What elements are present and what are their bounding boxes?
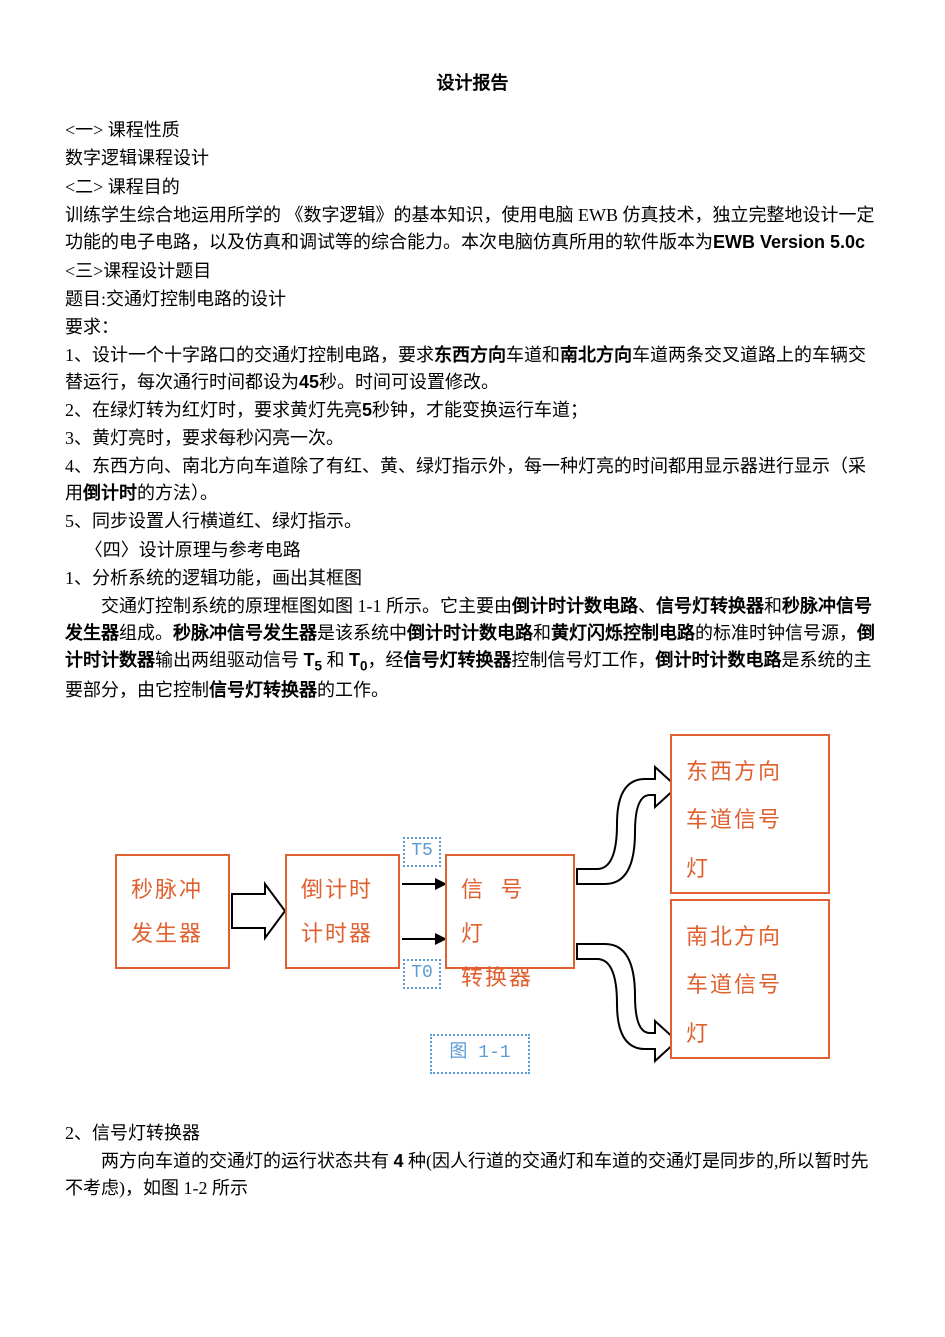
node-ns-l2: 车道信号 bbox=[686, 961, 814, 1009]
node-ns-l1: 南北方向 bbox=[686, 913, 814, 961]
s4p-u: 控制信号灯工作， bbox=[512, 650, 656, 670]
node-countdown-timer: 倒计时 计时器 bbox=[285, 854, 400, 969]
s4p-l: 黄灯闪烁控制电路 bbox=[551, 623, 695, 643]
s4p-o: 输出两组驱动信号 bbox=[155, 650, 304, 670]
node-signal-converter: 信 号 灯 转换器 bbox=[445, 854, 575, 969]
section-3-head: <三>课程设计题目 bbox=[65, 258, 880, 285]
s4p-p: T bbox=[304, 650, 315, 670]
node-pulse-generator: 秒脉冲 发生器 bbox=[115, 854, 230, 969]
s4-2-paragraph: 两方向车道的交通灯的运行状态共有 4 种(因人行道的交通灯和车道的交通灯是同步的… bbox=[65, 1148, 880, 1202]
req-5: 5、同步设置人行横道红、绿灯指示。 bbox=[65, 508, 880, 535]
node-conv-l1: 信 号 灯 bbox=[461, 868, 559, 956]
section-2-head: <二> 课程目的 bbox=[65, 174, 880, 201]
s4p-k: 和 bbox=[533, 623, 551, 643]
s4p-m: 的标准时钟信号源， bbox=[695, 623, 857, 643]
req2-b: 5 bbox=[362, 400, 372, 420]
s4p-q: 和 bbox=[322, 650, 349, 670]
section-1-body: 数字逻辑课程设计 bbox=[65, 145, 880, 172]
figure-label: 图 1-1 bbox=[430, 1034, 530, 1074]
s4p-r0: 0 bbox=[360, 659, 368, 674]
req-3: 3、黄灯亮时，要求每秒闪亮一次。 bbox=[65, 425, 880, 452]
req2-a: 2、在绿灯转为红灯时，要求黄灯先亮 bbox=[65, 400, 362, 420]
node-timer-l2: 计时器 bbox=[301, 912, 384, 956]
req2-c: 秒钟，才能变换运行车道； bbox=[372, 400, 588, 420]
section-1-head: <一> 课程性质 bbox=[65, 117, 880, 144]
s4p-p5: 5 bbox=[315, 659, 323, 674]
s4p-j: 倒计时计数电路 bbox=[407, 623, 533, 643]
s4p-h: 秒脉冲信号发生器 bbox=[173, 623, 317, 643]
node-ew-signal: 东西方向 车道信号 灯 bbox=[670, 734, 830, 894]
section-2-body: 训练学生综合地运用所学的 《数字逻辑》的基本知识，使用电脑 EWB 仿真技术，独… bbox=[65, 202, 880, 256]
req4-c: 的方法）。 bbox=[137, 483, 218, 503]
s2-bold: EWB Version 5.0c bbox=[713, 232, 865, 252]
node-timer-l1: 倒计时 bbox=[301, 868, 384, 912]
node-pulse-l1: 秒脉冲 bbox=[131, 868, 214, 912]
s4-2: 2、信号灯转换器 bbox=[65, 1120, 880, 1147]
s4p-d: 信号灯转换器 bbox=[656, 596, 764, 616]
node-conv-l2: 转换器 bbox=[461, 956, 559, 1000]
s4p-b: 倒计时计数电路 bbox=[512, 596, 638, 616]
s4p-a: 交通灯控制系统的原理框图如图 1-1 所示。它主要由 bbox=[101, 596, 512, 616]
section-3-topic: 题目:交通灯控制电路的设计 bbox=[65, 286, 880, 313]
node-ns-l3: 灯 bbox=[686, 1010, 814, 1058]
node-pulse-l2: 发生器 bbox=[131, 912, 214, 956]
page-title: 设计报告 bbox=[65, 70, 880, 97]
s4p-g: 组成。 bbox=[119, 623, 173, 643]
s42p-a: 两方向车道的交通灯的运行状态共有 bbox=[101, 1151, 394, 1171]
s4p-s: ，经 bbox=[368, 650, 404, 670]
section-3-req: 要求： bbox=[65, 314, 880, 341]
s4p-y: 的工作。 bbox=[317, 680, 389, 700]
req-1: 1、设计一个十字路口的交通灯控制电路，要求东西方向车道和南北方向车道两条交叉道路… bbox=[65, 342, 880, 396]
req1-f: 45 bbox=[299, 372, 319, 392]
label-t0: T0 bbox=[403, 959, 441, 989]
req1-d: 南北方向 bbox=[560, 345, 632, 365]
s4p-e: 和 bbox=[764, 596, 782, 616]
s4p-c: 、 bbox=[638, 596, 656, 616]
req1-g: 秒。时间可设置修改。 bbox=[319, 372, 499, 392]
block-diagram: 秒脉冲 发生器 倒计时 计时器 信 号 灯 转换器 东西方向 车道信号 灯 南北… bbox=[95, 734, 880, 1119]
node-ns-signal: 南北方向 车道信号 灯 bbox=[670, 899, 830, 1059]
s4p-r: T bbox=[349, 650, 360, 670]
s4p-x: 信号灯转换器 bbox=[209, 680, 317, 700]
s4p-v: 倒计时计数电路 bbox=[656, 650, 782, 670]
s4-paragraph: 交通灯控制系统的原理框图如图 1-1 所示。它主要由倒计时计数电路、信号灯转换器… bbox=[65, 593, 880, 704]
s42p-b: 4 bbox=[394, 1151, 404, 1171]
req1-a: 1、设计一个十字路口的交通灯控制电路，要求 bbox=[65, 345, 434, 365]
req-2: 2、在绿灯转为红灯时，要求黄灯先亮5秒钟，才能变换运行车道； bbox=[65, 397, 880, 424]
s4p-i: 是该系统中 bbox=[317, 623, 407, 643]
req1-c: 车道和 bbox=[506, 345, 560, 365]
req1-b: 东西方向 bbox=[434, 345, 506, 365]
section-4-head: 〈四〉设计原理与参考电路 bbox=[65, 537, 880, 564]
s4p-t: 信号灯转换器 bbox=[404, 650, 512, 670]
label-t5: T5 bbox=[403, 837, 441, 867]
s4-1: 1、分析系统的逻辑功能，画出其框图 bbox=[65, 565, 880, 592]
node-ew-l2: 车道信号 bbox=[686, 796, 814, 844]
req4-b: 倒计时 bbox=[83, 483, 137, 503]
req-4: 4、东西方向、南北方向车道除了有红、黄、绿灯指示外，每一种灯亮的时间都用显示器进… bbox=[65, 453, 880, 507]
node-ew-l3: 灯 bbox=[686, 845, 814, 893]
node-ew-l1: 东西方向 bbox=[686, 748, 814, 796]
